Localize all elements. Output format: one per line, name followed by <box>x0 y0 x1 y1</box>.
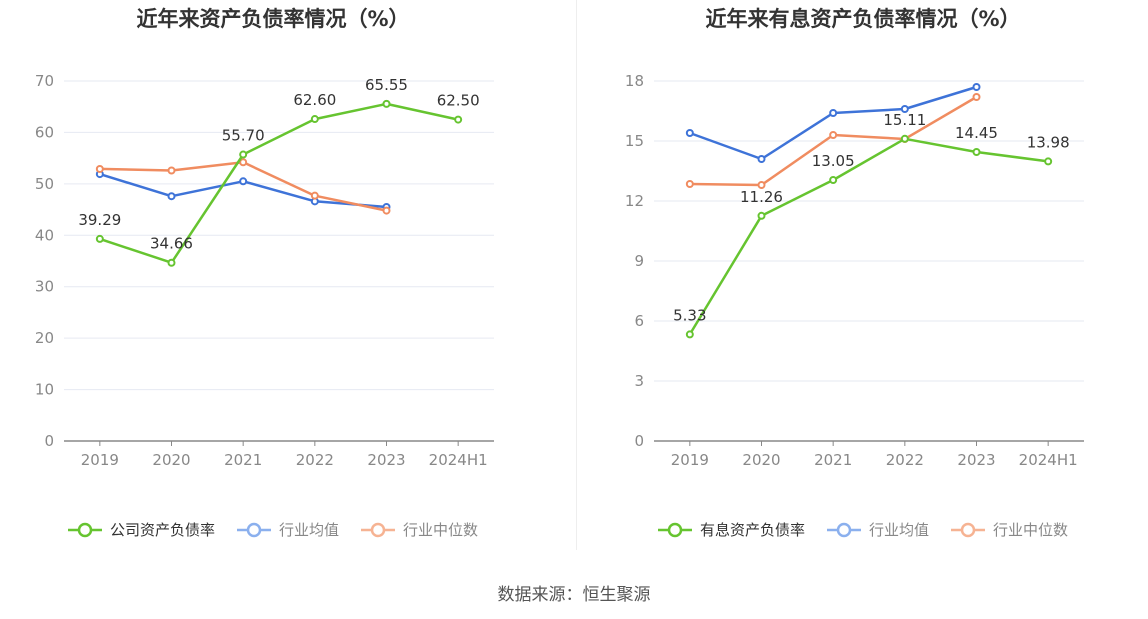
data-point <box>685 129 694 137</box>
legend-item: 行业均值 <box>827 521 929 539</box>
legend-marker <box>370 522 386 538</box>
data-label: 11.26 <box>740 188 783 206</box>
x-tick-label: 2021 <box>814 451 852 469</box>
y-tick-label: 3 <box>634 372 644 390</box>
y-tick-label: 9 <box>634 252 644 270</box>
chart-title: 近年来有息资产负债率情况（%） <box>705 7 1020 31</box>
data-point <box>167 192 176 201</box>
data-point <box>972 93 981 101</box>
y-tick-label: 0 <box>44 432 54 450</box>
data-point <box>829 131 838 139</box>
legend-item: 行业均值 <box>237 521 339 539</box>
data-label: 14.45 <box>955 124 998 142</box>
data-point <box>829 109 838 117</box>
y-tick-label: 50 <box>35 175 54 193</box>
legend-label: 行业中位数 <box>403 521 478 539</box>
legend-label: 行业中位数 <box>993 521 1068 539</box>
data-point <box>239 158 248 167</box>
chart-panel-interest-bearing: 近年来有息资产负债率情况（%） 0 3 6 9 12 15 18 2019 2020 2021 202… <box>574 0 1148 560</box>
data-point <box>757 155 766 163</box>
x-tick-label: 2023 <box>367 451 405 469</box>
x-tick-label: 2022 <box>886 451 924 469</box>
y-tick-label: 0 <box>634 432 644 450</box>
x-tick-label: 2020 <box>742 451 780 469</box>
legend-label: 行业均值 <box>869 521 929 539</box>
data-point <box>900 105 909 113</box>
x-tick-label: 2020 <box>152 451 190 469</box>
x-tick-label: 2024H1 <box>429 451 488 469</box>
x-tick-label: 2019 <box>671 451 709 469</box>
y-tick-label: 6 <box>634 312 644 330</box>
data-point <box>685 330 694 339</box>
data-label: 65.55 <box>365 76 408 94</box>
data-label: 13.05 <box>812 152 855 170</box>
data-label: 39.29 <box>78 211 121 229</box>
data-label: 62.60 <box>293 91 336 109</box>
data-label: 5.33 <box>673 306 706 324</box>
data-point <box>239 177 248 186</box>
data-point <box>757 181 766 189</box>
data-point <box>685 180 694 188</box>
data-label: 55.70 <box>222 127 265 145</box>
data-point <box>310 115 319 124</box>
data-point <box>757 211 766 220</box>
y-tick-label: 18 <box>625 72 644 90</box>
series-line-0 <box>99 102 459 264</box>
legend-label: 有息资产负债率 <box>700 521 805 539</box>
series-line-0 <box>688 137 1049 336</box>
legend-marker <box>836 522 852 538</box>
data-point <box>95 234 104 243</box>
data-point <box>310 191 319 200</box>
panel-divider <box>576 0 577 550</box>
data-point <box>829 176 838 184</box>
x-tick-label: 2023 <box>957 451 995 469</box>
x-tick-label: 2022 <box>296 451 334 469</box>
y-tick-label: 30 <box>35 278 54 296</box>
data-source: 数据来源：恒生聚源 <box>497 585 651 605</box>
legend-item: 行业中位数 <box>951 521 1068 539</box>
data-point <box>382 206 391 215</box>
chart-asset-liability-ratio: 近年来资产负债率情况（%） 0 10 20 30 40 50 60 70 2019 2020 2021… <box>35 7 494 539</box>
x-tick-label: 2019 <box>81 451 119 469</box>
y-tick-label: 60 <box>35 123 54 141</box>
legend-marker <box>77 522 93 538</box>
legend-item: 行业中位数 <box>361 521 478 539</box>
legend-marker <box>667 522 683 538</box>
data-point <box>167 258 176 267</box>
data-point <box>900 134 909 143</box>
legend-label: 行业均值 <box>279 521 339 539</box>
legend-marker <box>960 522 976 538</box>
chart-interest-bearing-liability-ratio: 近年来有息资产负债率情况（%） 0 3 6 9 12 15 18 2019 2020 2021 202… <box>625 7 1084 539</box>
chart-panel-asset-liability: 近年来资产负债率情况（%） 0 10 20 30 40 50 60 70 2019 2020 2021… <box>0 0 574 560</box>
y-tick-label: 10 <box>35 381 54 399</box>
data-point <box>972 148 981 156</box>
y-tick-label: 15 <box>625 132 644 150</box>
legend-marker <box>246 522 262 538</box>
legend-label: 公司资产负债率 <box>110 521 215 539</box>
y-tick-label: 40 <box>35 226 54 244</box>
data-point <box>95 164 104 173</box>
y-tick-label: 12 <box>625 192 644 210</box>
data-point <box>167 166 176 175</box>
data-point <box>972 83 981 91</box>
x-tick-label: 2024H1 <box>1019 451 1078 469</box>
data-point <box>239 150 248 159</box>
data-label: 34.66 <box>150 235 193 253</box>
legend-item: 有息资产负债率 <box>658 521 805 539</box>
x-tick-label: 2021 <box>224 451 262 469</box>
data-label: 13.98 <box>1027 133 1070 151</box>
data-point <box>1044 157 1053 166</box>
data-point <box>382 99 391 108</box>
chart-title: 近年来资产负债率情况（%） <box>136 7 409 31</box>
data-label: 15.11 <box>883 111 926 129</box>
data-label: 62.50 <box>437 92 480 110</box>
legend-item: 公司资产负债率 <box>68 521 215 539</box>
y-tick-label: 70 <box>35 72 54 90</box>
y-tick-label: 20 <box>35 329 54 347</box>
data-point <box>454 115 463 124</box>
